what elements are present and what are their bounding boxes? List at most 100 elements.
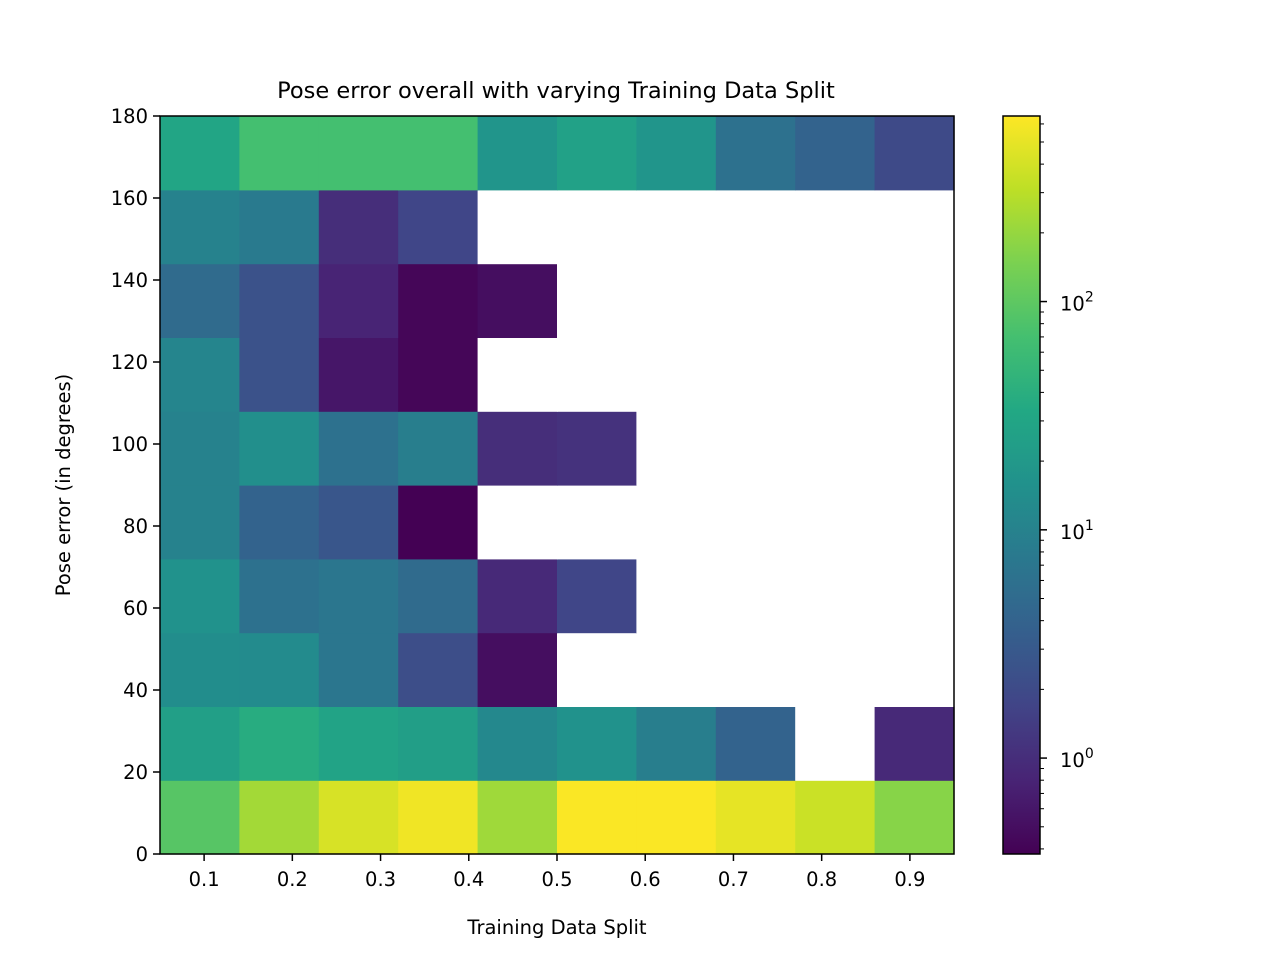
- heatmap-cell: [715, 780, 796, 855]
- heatmap-cell: [239, 485, 320, 560]
- heatmap-cell: [318, 116, 399, 191]
- heatmap-cell: [795, 485, 876, 560]
- heatmap-cell: [239, 411, 320, 486]
- heatmap-cell: [715, 411, 796, 486]
- heatmap-cell: [398, 116, 479, 191]
- heatmap-cell: [557, 485, 637, 560]
- heatmap-cell: [715, 632, 796, 707]
- colorbar-frame: [1002, 115, 1041, 855]
- heatmap-cell: [398, 558, 479, 634]
- heatmap-cell: [557, 411, 637, 486]
- y-tick-label: 140: [111, 269, 148, 292]
- heatmap-cell: [557, 706, 637, 781]
- heatmap-cell: [239, 706, 320, 781]
- heatmap-cell: [318, 189, 399, 265]
- heatmap-cell: [318, 485, 399, 560]
- heatmap-cell: [874, 706, 955, 781]
- heatmap-cell: [636, 411, 717, 486]
- heatmap-cell: [239, 189, 320, 265]
- y-tick-label: 100: [111, 433, 148, 456]
- heatmap-cell: [557, 780, 637, 855]
- heatmap-cell: [795, 337, 876, 412]
- heatmap-cell: [636, 632, 717, 707]
- heatmap-cell: [160, 337, 240, 412]
- heatmap-cell: [160, 411, 240, 486]
- x-tick-label: 0.8: [806, 868, 837, 891]
- heatmap-cell: [715, 189, 796, 265]
- heatmap-cell: [715, 116, 796, 191]
- colorbar-tick-label: 102: [1060, 290, 1094, 316]
- x-tick-label: 0.7: [718, 868, 749, 891]
- heatmap-cell: [318, 263, 399, 338]
- heatmap-cell: [557, 558, 637, 634]
- heatmap-cell: [239, 780, 320, 855]
- heatmap-cell: [477, 263, 558, 338]
- heatmap-cell: [239, 632, 320, 707]
- heatmap-cell: [715, 337, 796, 412]
- heatmap-cell: [239, 263, 320, 338]
- heatmap-cell: [795, 706, 876, 781]
- heatmap-cell: [636, 706, 717, 781]
- heatmap-cell: [874, 632, 955, 707]
- heatmap-cell: [398, 263, 479, 338]
- x-tick-label: 0.9: [894, 868, 925, 891]
- heatmap-cell: [636, 263, 717, 338]
- heatmap-cell: [636, 780, 717, 855]
- y-tick-label: 180: [111, 105, 148, 128]
- heatmap-cell: [239, 116, 320, 191]
- heatmap-cell: [795, 189, 876, 265]
- heatmap-cell: [477, 632, 558, 707]
- heatmap-cell: [398, 337, 479, 412]
- heatmap-cell: [715, 558, 796, 634]
- heatmap-cell: [795, 780, 876, 855]
- y-axis: 0 20 40 60 80 100 120 140 160 180: [111, 105, 160, 866]
- x-tick-label: 0.1: [189, 868, 220, 891]
- y-tick-label: 80: [123, 515, 148, 538]
- heatmap-cell: [239, 337, 320, 412]
- heatmap-cell: [557, 116, 637, 191]
- y-tick-label: 20: [123, 761, 148, 784]
- heatmap-cell: [398, 706, 479, 781]
- heatmap-cell: [398, 780, 479, 855]
- y-tick-label: 60: [123, 597, 148, 620]
- heatmap-cell: [477, 706, 558, 781]
- y-tick-label: 0: [136, 843, 148, 866]
- heatmap-cell: [636, 558, 717, 634]
- heatmap-cell: [160, 780, 240, 855]
- heatmap-cell: [874, 116, 955, 191]
- heatmap-cell: [795, 411, 876, 486]
- heatmap-cell: [477, 485, 558, 560]
- heatmap-cell: [318, 632, 399, 707]
- heatmap-cell: [557, 632, 637, 707]
- x-tick-label: 0.4: [453, 868, 484, 891]
- heatmap-cell: [874, 337, 955, 412]
- colorbar-gradient: [1003, 116, 1040, 854]
- heatmap-cell: [398, 411, 479, 486]
- y-tick-label: 40: [123, 679, 148, 702]
- x-axis: 0.1 0.2 0.3 0.4 0.5 0.6 0.7 0.8 0.9: [189, 854, 925, 891]
- heatmap-cell: [477, 116, 558, 191]
- heatmap-cell: [874, 780, 955, 855]
- heatmap-cell: [160, 116, 240, 191]
- colorbar-tick-label: 100: [1060, 746, 1094, 772]
- heatmap-cell: [715, 263, 796, 338]
- heatmap-cell: [874, 485, 955, 560]
- heatmap-cell: [160, 558, 240, 634]
- heatmap-cell: [557, 189, 637, 265]
- heatmap-cell: [239, 558, 320, 634]
- y-tick-label: 120: [111, 351, 148, 374]
- heatmap-cell: [477, 337, 558, 412]
- x-tick-label: 0.3: [365, 868, 396, 891]
- heatmap-cell: [557, 337, 637, 412]
- heatmap-cell: [795, 632, 876, 707]
- heatmap-cell: [160, 189, 240, 265]
- heatmap-cell: [398, 632, 479, 707]
- heatmap-cell: [318, 558, 399, 634]
- heatmap-cell: [636, 116, 717, 191]
- chart-title: Pose error overall with varying Training…: [277, 78, 835, 104]
- heatmap-cell: [318, 337, 399, 412]
- heatmap-cell: [715, 706, 796, 781]
- heatmap-cell: [398, 485, 479, 560]
- heatmap-cell: [160, 485, 240, 560]
- heatmap-cell: [874, 411, 955, 486]
